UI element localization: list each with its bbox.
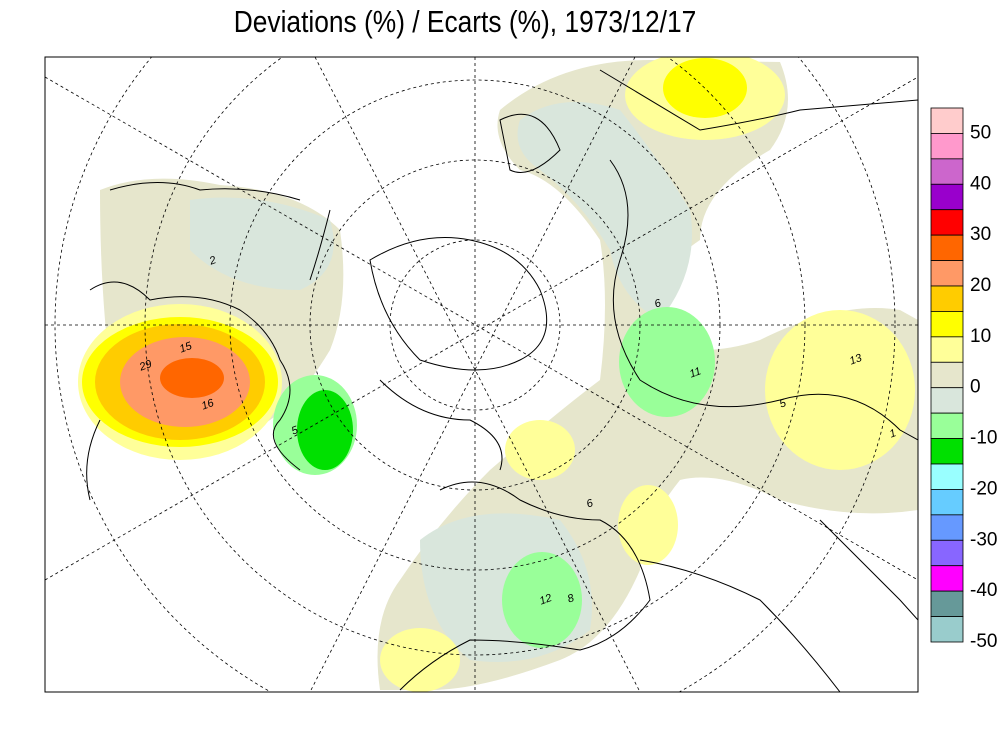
station-label: 8 <box>566 592 577 606</box>
legend-label: -30 <box>970 529 997 550</box>
station-label: 11 <box>688 365 703 380</box>
legend-label: -10 <box>970 428 997 449</box>
legend-swatch <box>930 616 964 643</box>
legend-swatch <box>930 539 964 567</box>
legend-swatch <box>930 438 964 465</box>
legend-label: 50 <box>970 122 991 143</box>
station-label: 13 <box>848 352 864 368</box>
station-label: 6 <box>653 297 664 311</box>
coastlines <box>86 69 918 692</box>
legend-label: -20 <box>970 478 997 499</box>
legend-swatch <box>930 361 964 389</box>
legend-swatch <box>930 107 964 134</box>
legend-swatch <box>930 311 964 338</box>
legend-swatch <box>930 158 964 185</box>
field-pos-5 <box>765 310 915 470</box>
legend-swatch <box>930 209 964 236</box>
legend-swatch <box>930 260 964 287</box>
legend: 50 40 30 20 10 0 -10 -20 -30 -40 -50 <box>930 107 997 652</box>
field-zero-neg <box>190 197 334 290</box>
legend-swatch <box>930 565 964 592</box>
legend-swatch <box>930 489 964 516</box>
field-zero-neg <box>517 102 692 320</box>
legend-swatch <box>930 463 964 490</box>
legend-swatch <box>930 514 964 541</box>
station-label: 29 <box>137 358 154 374</box>
legend-label: 20 <box>970 275 991 296</box>
legend-swatch <box>930 234 964 261</box>
field-neg-5 <box>619 307 715 417</box>
legend-swatch <box>930 183 964 211</box>
legend-label: 40 <box>970 173 991 194</box>
graticule <box>45 57 918 692</box>
map-title: Deviations (%) / Ecarts (%), 1973/12/17 <box>234 5 696 39</box>
field-neg-10 <box>297 390 353 470</box>
legend-swatch <box>930 133 964 160</box>
station-label: 6 <box>585 497 596 511</box>
map-frame <box>44 56 919 693</box>
station-label: 1 <box>888 427 898 440</box>
legend-swatch <box>930 336 964 363</box>
legend-label: -50 <box>970 631 997 652</box>
field-pos-5 <box>505 420 575 480</box>
station-label: 5 <box>290 424 301 438</box>
legend-label: 10 <box>970 326 991 347</box>
station-label: 5 <box>778 397 789 411</box>
field-pos-25 <box>160 358 224 398</box>
legend-label: 30 <box>970 224 991 245</box>
field-pos-5 <box>380 628 460 692</box>
field-neg-5 <box>502 552 582 648</box>
station-label: 12 <box>538 592 554 607</box>
station-label: 16 <box>200 397 216 413</box>
legend-label: 0 <box>970 377 981 398</box>
station-label: 15 <box>178 340 194 356</box>
field-pos-5 <box>618 485 678 565</box>
station-label: 2 <box>207 254 218 268</box>
legend-label: -40 <box>970 580 997 601</box>
station-labels: 2 15 29 16 5 6 11 13 5 1 12 8 6 <box>137 254 898 607</box>
map-area: 2 15 29 16 5 6 11 13 5 1 12 8 6 <box>45 57 918 692</box>
legend-swatch <box>930 285 964 312</box>
legend-swatch <box>930 412 964 439</box>
legend-swatch <box>930 590 964 617</box>
legend-swatch <box>930 387 964 414</box>
